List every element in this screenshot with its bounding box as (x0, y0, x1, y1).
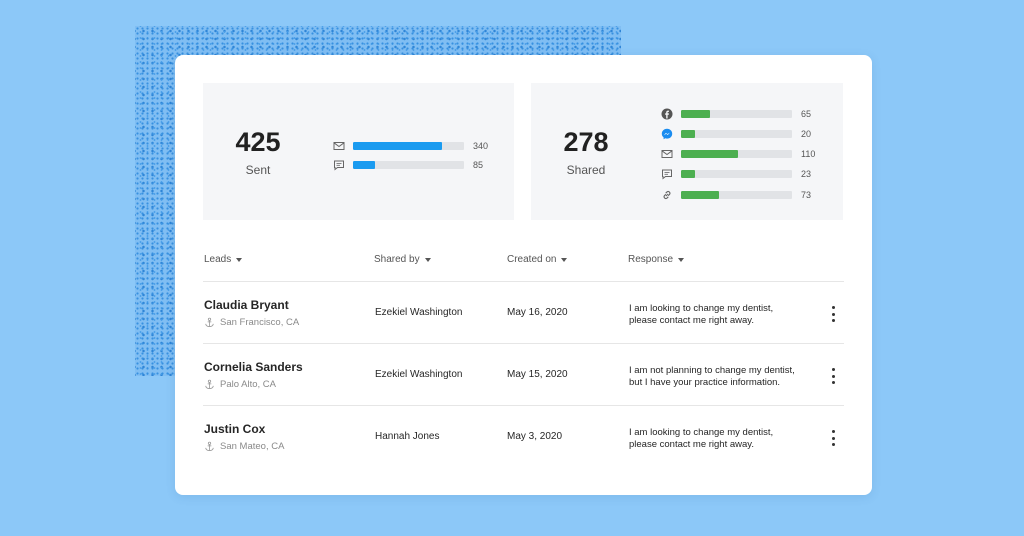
response-line: but I have your practice information. (629, 377, 781, 388)
shared-facebook-value: 65 (801, 109, 812, 119)
shared-count: 278 (563, 127, 609, 157)
shared-sms-bar-track (681, 170, 792, 178)
shared-sms-bar-fill (681, 170, 696, 178)
shared-sms-bar-row (661, 167, 673, 181)
shared-email-bar-row (661, 147, 673, 161)
shared-email-bar-track (681, 150, 792, 158)
lead-name[interactable]: Cornelia Sanders (204, 360, 303, 374)
created-on-cell: May 3, 2020 (507, 431, 563, 442)
shared-messenger-value: 20 (801, 129, 812, 139)
shared-by-cell: Hannah Jones (375, 431, 440, 442)
shared-link-bar-row (661, 188, 673, 202)
column-header-leads[interactable]: Leads (204, 254, 243, 265)
response-cell: I am looking to change my dentist, pleas… (629, 303, 829, 327)
shared-facebook-bar-row (661, 107, 673, 121)
shared-sms-value: 23 (801, 169, 812, 179)
sort-caret-icon (424, 257, 431, 262)
column-header-shared-by[interactable]: Shared by (374, 254, 431, 265)
shared-link-bar-fill (681, 191, 719, 199)
header-divider (203, 281, 844, 282)
lead-name[interactable]: Claudia Bryant (204, 298, 289, 312)
shared-facebook-bar-track (681, 110, 792, 118)
response-line: I am looking to change my dentist, (629, 427, 774, 438)
shared-by-cell: Ezekiel Washington (375, 369, 463, 380)
shared-email-value: 110 (801, 149, 816, 159)
location-anchor-icon (205, 441, 214, 452)
location-anchor-icon (205, 317, 214, 328)
shared-facebook-bar-fill (681, 110, 710, 118)
column-header-response-label: Response (628, 254, 674, 265)
sent-email-bar-track (353, 142, 464, 150)
shared-label: Shared (566, 163, 606, 177)
location-anchor-icon (205, 379, 214, 390)
facebook-icon (661, 108, 673, 120)
envelope-icon (661, 148, 673, 160)
response-line: I am not planning to change my dentist, (629, 365, 795, 376)
sent-sms-value: 85 (473, 160, 484, 170)
row-more-options-icon[interactable] (827, 368, 839, 384)
sent-sms-bar-fill (353, 161, 376, 169)
sent-sms-bar-row (333, 158, 345, 172)
sent-email-bar-fill (353, 142, 442, 150)
row-more-options-icon[interactable] (827, 306, 839, 322)
sort-caret-icon (678, 257, 685, 262)
shared-messenger-bar-fill (681, 130, 696, 138)
sent-email-value: 340 (473, 141, 489, 151)
shared-summary-panel: 278 Shared 65 20 (531, 83, 843, 220)
link-icon (661, 189, 673, 201)
lead-location: Palo Alto, CA (204, 379, 276, 390)
lead-location: San Francisco, CA (204, 317, 299, 328)
sent-count: 425 (235, 127, 281, 157)
lead-name[interactable]: Justin Cox (204, 422, 266, 436)
lead-location-text: San Francisco, CA (220, 317, 300, 328)
lead-location: San Mateo, CA (204, 441, 284, 452)
shared-by-cell: Ezekiel Washington (375, 307, 463, 318)
response-line: please contact me right away. (629, 439, 754, 450)
sort-caret-icon (236, 257, 243, 262)
column-header-shared-by-label: Shared by (374, 254, 420, 265)
chat-bubble-icon (661, 168, 673, 180)
lead-location-text: Palo Alto, CA (220, 379, 276, 390)
chat-bubble-icon (333, 159, 345, 171)
sent-summary-panel: 425 Sent 340 85 (203, 83, 514, 220)
messenger-icon (661, 128, 673, 140)
sort-caret-icon (561, 257, 568, 262)
shared-messenger-bar-track (681, 130, 792, 138)
sent-label: Sent (245, 163, 271, 177)
created-on-cell: May 16, 2020 (507, 307, 568, 318)
column-header-response[interactable]: Response (628, 254, 685, 265)
column-header-created-on[interactable]: Created on (507, 254, 568, 265)
shared-link-bar-track (681, 191, 792, 199)
row-divider (203, 405, 844, 406)
response-cell: I am not planning to change my dentist, … (629, 365, 829, 389)
envelope-icon (333, 140, 345, 152)
table-row[interactable]: Justin Cox San Mateo, CA Hannah Jones Ma… (175, 406, 872, 467)
row-divider (203, 343, 844, 344)
table-row[interactable]: Claudia Bryant San Francisco, CA Ezekiel… (175, 282, 872, 343)
shared-link-value: 73 (801, 190, 812, 200)
created-on-cell: May 15, 2020 (507, 369, 568, 380)
leads-dashboard-card: 425 Sent 340 85 278 Shared (175, 55, 872, 495)
response-line: please contact me right away. (629, 315, 754, 326)
sent-sms-bar-track (353, 161, 464, 169)
shared-email-bar-fill (681, 150, 738, 158)
response-cell: I am looking to change my dentist, pleas… (629, 427, 829, 451)
table-row[interactable]: Cornelia Sanders Palo Alto, CA Ezekiel W… (175, 344, 872, 405)
sent-email-bar-row (333, 139, 345, 153)
column-header-created-on-label: Created on (507, 254, 557, 265)
shared-messenger-bar-row (661, 127, 673, 141)
response-line: I am looking to change my dentist, (629, 303, 774, 314)
row-more-options-icon[interactable] (827, 430, 839, 446)
lead-location-text: San Mateo, CA (220, 441, 285, 452)
column-header-leads-label: Leads (204, 254, 232, 265)
